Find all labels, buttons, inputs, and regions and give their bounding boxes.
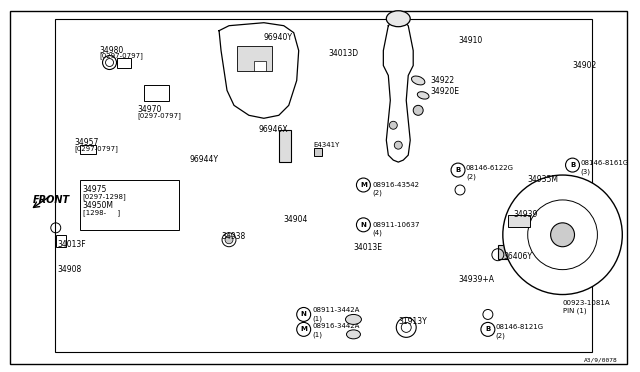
Text: 34904: 34904	[284, 215, 308, 224]
Text: 34939+A: 34939+A	[458, 275, 494, 283]
Text: 34908: 34908	[58, 264, 82, 274]
Text: FRONT: FRONT	[33, 195, 70, 205]
Circle shape	[550, 223, 575, 247]
Polygon shape	[383, 21, 413, 162]
Text: N: N	[301, 311, 307, 317]
Text: [0297-0797]: [0297-0797]	[100, 52, 143, 59]
Text: (2): (2)	[496, 332, 506, 339]
Text: (4): (4)	[372, 230, 382, 236]
Circle shape	[455, 185, 465, 195]
Text: 96940Y: 96940Y	[264, 33, 293, 42]
Text: 08146-8121G: 08146-8121G	[496, 324, 544, 330]
Circle shape	[481, 323, 495, 336]
Text: 34920E: 34920E	[430, 87, 459, 96]
Circle shape	[572, 179, 584, 191]
Circle shape	[413, 105, 423, 115]
Text: 34013F: 34013F	[58, 240, 86, 249]
Text: (1): (1)	[313, 331, 323, 338]
Bar	[254, 61, 266, 71]
Text: 34957: 34957	[75, 138, 99, 147]
Bar	[79, 145, 95, 154]
Text: A3/9/0078: A3/9/0078	[584, 357, 618, 362]
Text: 08916-43542: 08916-43542	[372, 182, 419, 188]
Text: (3): (3)	[580, 168, 591, 174]
Text: 34935M: 34935M	[528, 175, 559, 184]
Bar	[498, 245, 532, 259]
Circle shape	[503, 175, 622, 295]
Circle shape	[225, 236, 233, 244]
Text: (1): (1)	[313, 315, 323, 322]
Text: 08916-3442A: 08916-3442A	[313, 323, 360, 329]
Circle shape	[566, 158, 579, 172]
Text: 96944Y: 96944Y	[189, 155, 218, 164]
Bar	[56, 235, 66, 247]
Circle shape	[394, 141, 403, 149]
Bar	[55, 19, 593, 352]
Text: 08911-3442A: 08911-3442A	[313, 308, 360, 314]
Ellipse shape	[346, 330, 360, 339]
Text: 34013E: 34013E	[353, 243, 383, 252]
Circle shape	[356, 218, 371, 232]
Circle shape	[297, 308, 310, 321]
Text: 36406Y: 36406Y	[504, 252, 533, 261]
Text: 34013D: 34013D	[328, 49, 358, 58]
Polygon shape	[249, 185, 299, 215]
Circle shape	[356, 178, 371, 192]
Bar	[118, 58, 131, 67]
Ellipse shape	[412, 76, 425, 85]
Circle shape	[389, 121, 397, 129]
Ellipse shape	[387, 11, 410, 27]
Text: (2): (2)	[372, 190, 382, 196]
Ellipse shape	[346, 314, 362, 324]
Text: 08146-8161G: 08146-8161G	[580, 160, 628, 166]
Text: 34932M: 34932M	[508, 240, 539, 249]
Text: 34938: 34938	[221, 232, 245, 241]
Text: [0297-0797]: [0297-0797]	[75, 145, 118, 152]
Text: 31913Y: 31913Y	[398, 317, 427, 327]
Bar	[508, 215, 530, 227]
Text: (2): (2)	[466, 173, 476, 180]
Text: N: N	[360, 222, 366, 228]
Ellipse shape	[417, 92, 429, 99]
Circle shape	[297, 323, 310, 336]
Bar	[184, 150, 299, 205]
Text: [1298-     ]: [1298- ]	[83, 209, 120, 216]
Text: 34980: 34980	[100, 46, 124, 55]
Polygon shape	[219, 23, 299, 118]
Text: 34950M: 34950M	[83, 201, 114, 210]
Text: [0297-1298]: [0297-1298]	[83, 193, 126, 200]
Text: M: M	[300, 326, 307, 332]
Text: E4341Y: E4341Y	[314, 142, 340, 148]
Text: 34902: 34902	[573, 61, 596, 70]
Text: 00923-1081A: 00923-1081A	[563, 299, 610, 305]
Text: 34922: 34922	[430, 77, 454, 86]
Text: 34939: 34939	[514, 210, 538, 219]
Text: B: B	[485, 326, 490, 332]
Text: [0297-0797]: [0297-0797]	[138, 112, 181, 119]
Bar	[145, 86, 169, 101]
Circle shape	[483, 310, 493, 320]
Circle shape	[451, 163, 465, 177]
Text: M: M	[360, 182, 367, 188]
Bar	[279, 130, 291, 162]
Text: 96946X: 96946X	[259, 125, 289, 134]
Text: PIN (1): PIN (1)	[563, 308, 586, 314]
Bar	[79, 180, 179, 230]
Text: 08911-10637: 08911-10637	[372, 222, 420, 228]
Text: 34970: 34970	[138, 105, 162, 114]
Text: B: B	[456, 167, 461, 173]
Text: 34910: 34910	[458, 36, 483, 45]
Text: 08146-6122G: 08146-6122G	[466, 165, 514, 171]
Bar	[237, 46, 272, 71]
Text: B: B	[570, 162, 575, 168]
Circle shape	[575, 182, 580, 188]
Text: 34975: 34975	[83, 185, 107, 194]
Bar	[314, 148, 322, 156]
